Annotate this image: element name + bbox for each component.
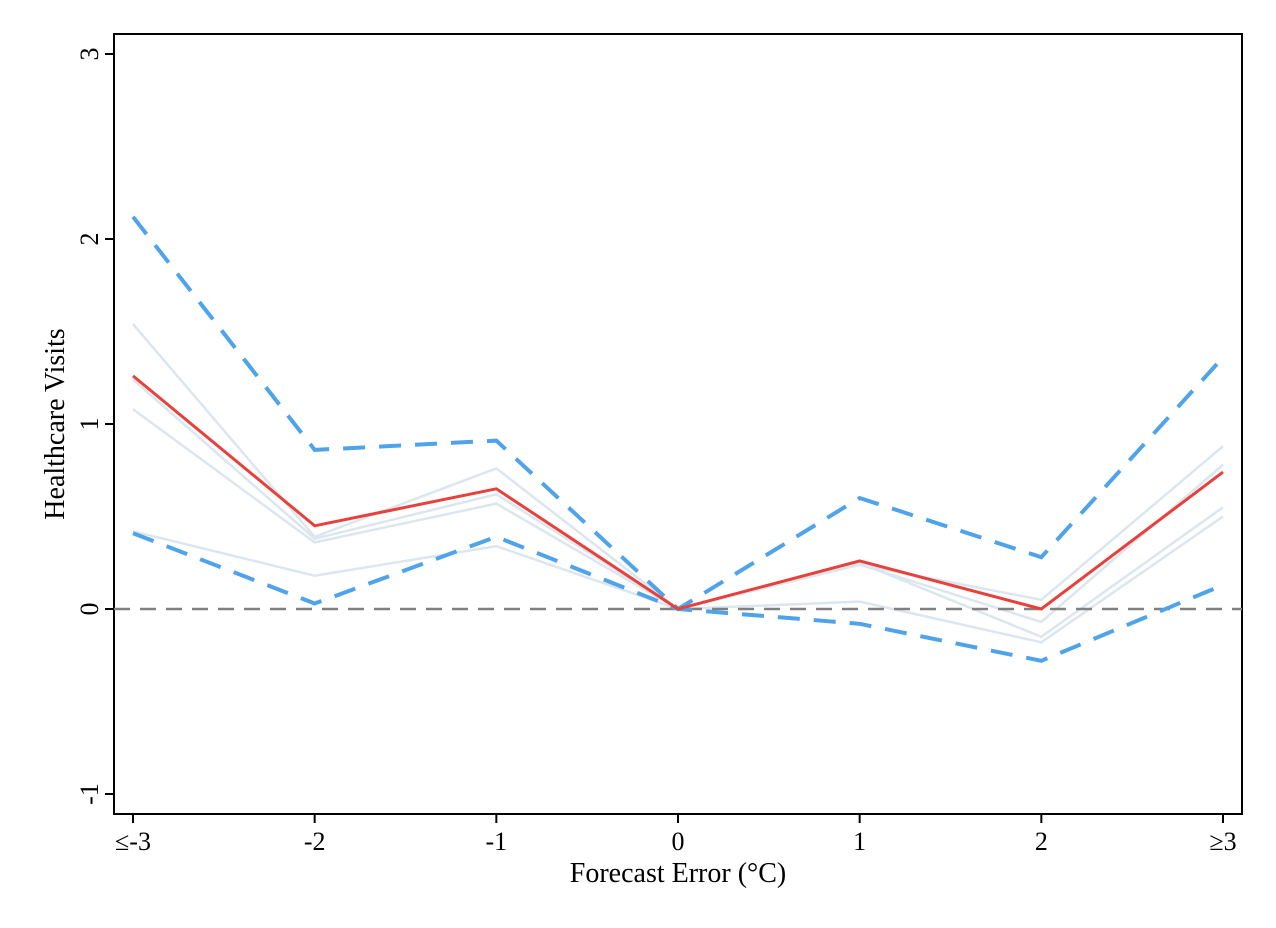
y-tick-label: 1 [75,418,104,431]
estimate-line [132,374,1224,611]
alternative-line-1 [132,323,1224,611]
y-axis-title: Healthcare Visits [40,328,71,519]
x-axis: ≤-3 -2 -1 0 1 2 ≥3 [115,814,1237,856]
y-tick-label: 2 [75,233,104,246]
x-tick-label: ≥3 [1209,827,1236,856]
x-tick-label: 2 [1035,827,1048,856]
y-axis: -1 0 1 2 3 [75,48,114,805]
x-axis-title: Forecast Error (°C) [570,858,786,889]
estimate-layer [132,374,1224,611]
x-tick-label: 0 [672,827,685,856]
y-tick-label: -1 [75,783,104,805]
y-tick-label: 0 [75,603,104,616]
x-tick-label: -1 [485,827,507,856]
y-tick-label: 3 [75,48,104,61]
x-tick-label: -2 [304,827,326,856]
ci-upper-line [131,215,1225,612]
x-tick-label: ≤-3 [115,827,151,856]
x-tick-label: 1 [853,827,866,856]
plot-frame [113,33,1243,815]
